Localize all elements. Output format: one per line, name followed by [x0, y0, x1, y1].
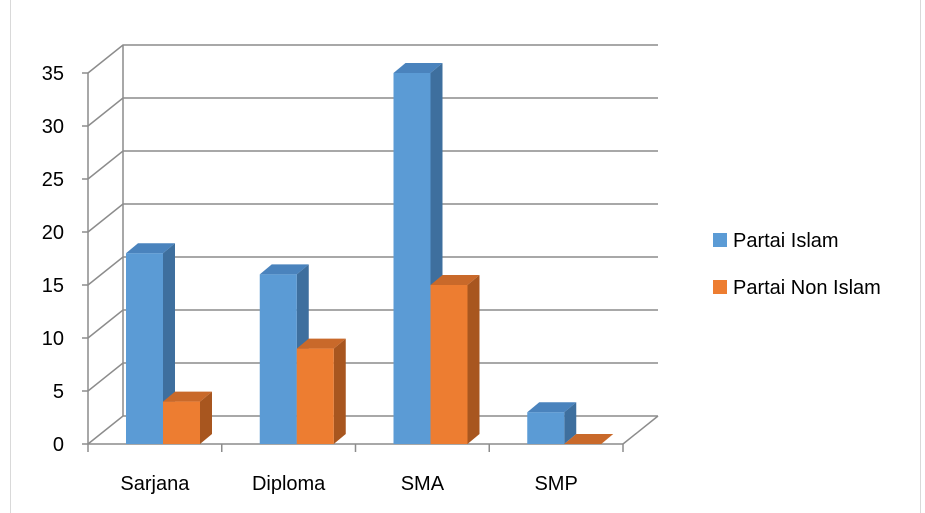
bar — [296, 338, 346, 444]
y-tick-label: 15 — [42, 275, 64, 297]
x-tick-label: SMP — [534, 473, 577, 495]
x-tick-label: SMA — [401, 473, 445, 495]
gridline — [87, 203, 658, 233]
y-tick-label: 10 — [42, 328, 64, 350]
legend-swatch — [713, 233, 727, 247]
legend-label: Partai Non Islam — [733, 277, 881, 299]
bar — [163, 391, 212, 444]
bar — [126, 243, 175, 444]
x-tick-label: Sarjana — [120, 473, 190, 495]
y-tick-label: 30 — [42, 116, 64, 138]
bar — [564, 434, 614, 444]
bar — [527, 402, 577, 444]
x-tick-label: Diploma — [252, 473, 326, 495]
y-tick-label: 5 — [53, 381, 64, 403]
bar — [430, 275, 480, 444]
y-tick-label: 25 — [42, 169, 64, 191]
y-tick-label: 35 — [42, 63, 64, 85]
gridline — [87, 97, 658, 127]
floor-side-edge — [622, 415, 659, 445]
legend-swatch — [713, 280, 727, 294]
chart-frame — [10, 0, 921, 513]
legend-label: Partai Islam — [733, 230, 839, 252]
gridline — [87, 44, 658, 74]
y-tick-label: 20 — [42, 222, 64, 244]
gridline — [87, 150, 658, 180]
y-tick-label: 0 — [53, 434, 64, 456]
